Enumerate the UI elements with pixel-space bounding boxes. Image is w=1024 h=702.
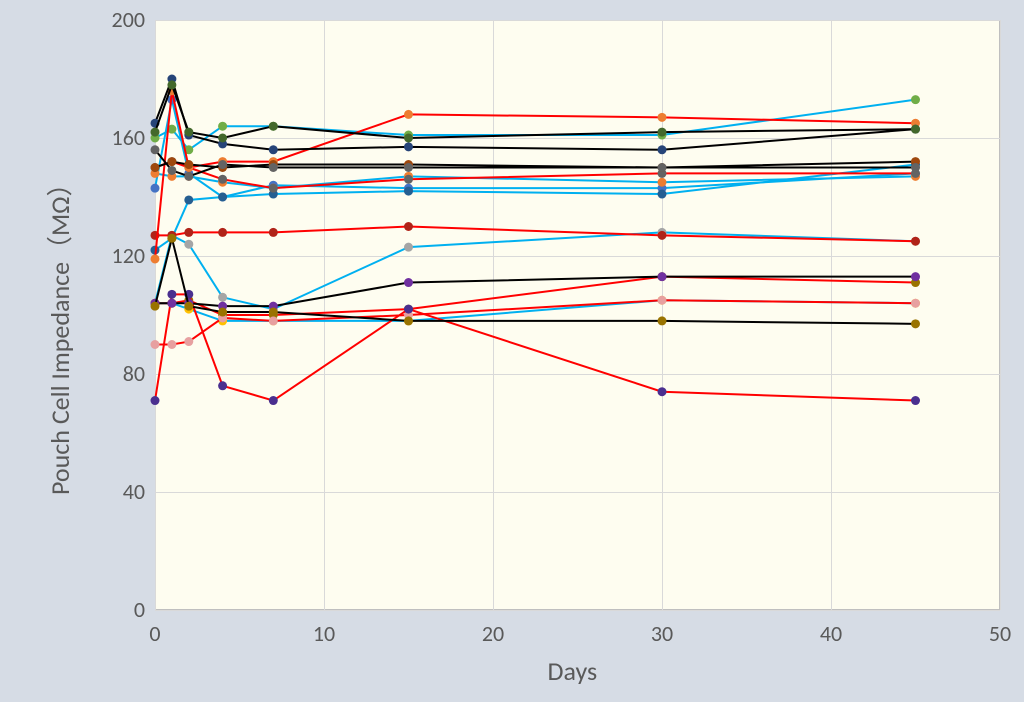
series-marker xyxy=(658,272,667,281)
series-marker xyxy=(218,122,227,131)
x-tick-label: 0 xyxy=(140,620,170,647)
series-marker xyxy=(184,172,193,181)
series-marker xyxy=(911,237,920,246)
series-marker xyxy=(911,163,920,172)
series-line xyxy=(155,85,916,138)
series-marker xyxy=(658,145,667,154)
series-line xyxy=(155,232,916,309)
series-marker xyxy=(167,299,176,308)
series-marker xyxy=(911,125,920,134)
x-tick-label: 30 xyxy=(647,620,677,647)
x-tick-label: 20 xyxy=(478,620,508,647)
series-marker xyxy=(658,163,667,172)
y-tick-label: 0 xyxy=(134,596,145,623)
chart-series xyxy=(0,0,1024,702)
x-tick-label: 10 xyxy=(309,620,339,647)
series-marker xyxy=(404,134,413,143)
series-marker xyxy=(151,163,160,172)
series-marker xyxy=(404,110,413,119)
series-marker xyxy=(404,187,413,196)
series-marker xyxy=(658,113,667,122)
y-tick-label: 200 xyxy=(112,6,145,33)
series-marker xyxy=(269,145,278,154)
y-tick-label: 40 xyxy=(123,478,145,505)
series-marker xyxy=(269,316,278,325)
series-marker xyxy=(151,340,160,349)
series-marker xyxy=(218,134,227,143)
series-marker xyxy=(404,175,413,184)
series-marker xyxy=(151,302,160,311)
series-marker xyxy=(269,163,278,172)
x-axis-label: Days xyxy=(548,655,598,687)
series-marker xyxy=(404,316,413,325)
series-marker xyxy=(151,128,160,137)
series-marker xyxy=(184,337,193,346)
series-marker xyxy=(167,340,176,349)
series-marker xyxy=(269,122,278,131)
series-marker xyxy=(218,193,227,202)
series-marker xyxy=(218,293,227,302)
series-marker xyxy=(218,308,227,317)
series-marker xyxy=(269,228,278,237)
series-marker xyxy=(658,178,667,187)
series-marker xyxy=(404,305,413,314)
series-marker xyxy=(404,243,413,252)
series-marker xyxy=(184,302,193,311)
series-marker xyxy=(184,195,193,204)
series-marker xyxy=(167,290,176,299)
series-marker xyxy=(151,396,160,405)
series-marker xyxy=(404,163,413,172)
series-marker xyxy=(658,316,667,325)
series-marker xyxy=(184,240,193,249)
series-marker xyxy=(911,396,920,405)
x-tick-label: 40 xyxy=(816,620,846,647)
series-marker xyxy=(658,387,667,396)
series-marker xyxy=(167,166,176,175)
series-marker xyxy=(658,128,667,137)
series-marker xyxy=(911,319,920,328)
y-tick-label: 80 xyxy=(123,360,145,387)
series-marker xyxy=(218,160,227,169)
series-marker xyxy=(911,95,920,104)
series-marker xyxy=(911,299,920,308)
series-marker xyxy=(218,381,227,390)
y-axis-label: Pouch Cell Impedance（MΩ） xyxy=(40,170,77,495)
impedance-chart: Pouch Cell Impedance（MΩ） Days 0 10 20 30 40 5… xyxy=(0,0,1024,702)
y-tick-label: 120 xyxy=(112,242,145,269)
series-marker xyxy=(151,184,160,193)
series-marker xyxy=(184,228,193,237)
series-marker xyxy=(184,160,193,169)
series-marker xyxy=(167,234,176,243)
series-marker xyxy=(658,296,667,305)
y-tick-label: 160 xyxy=(112,124,145,151)
series-marker xyxy=(151,145,160,154)
series-marker xyxy=(167,157,176,166)
series-marker xyxy=(218,175,227,184)
series-marker xyxy=(218,228,227,237)
x-tick-label: 50 xyxy=(985,620,1015,647)
series-marker xyxy=(184,128,193,137)
series-marker xyxy=(269,396,278,405)
series-marker xyxy=(404,222,413,231)
series-line xyxy=(155,79,916,150)
series-marker xyxy=(404,142,413,151)
series-marker xyxy=(658,190,667,199)
series-marker xyxy=(404,278,413,287)
series-marker xyxy=(658,231,667,240)
series-marker xyxy=(911,272,920,281)
series-marker xyxy=(269,184,278,193)
series-marker xyxy=(167,80,176,89)
series-marker xyxy=(269,308,278,317)
series-marker xyxy=(151,254,160,263)
